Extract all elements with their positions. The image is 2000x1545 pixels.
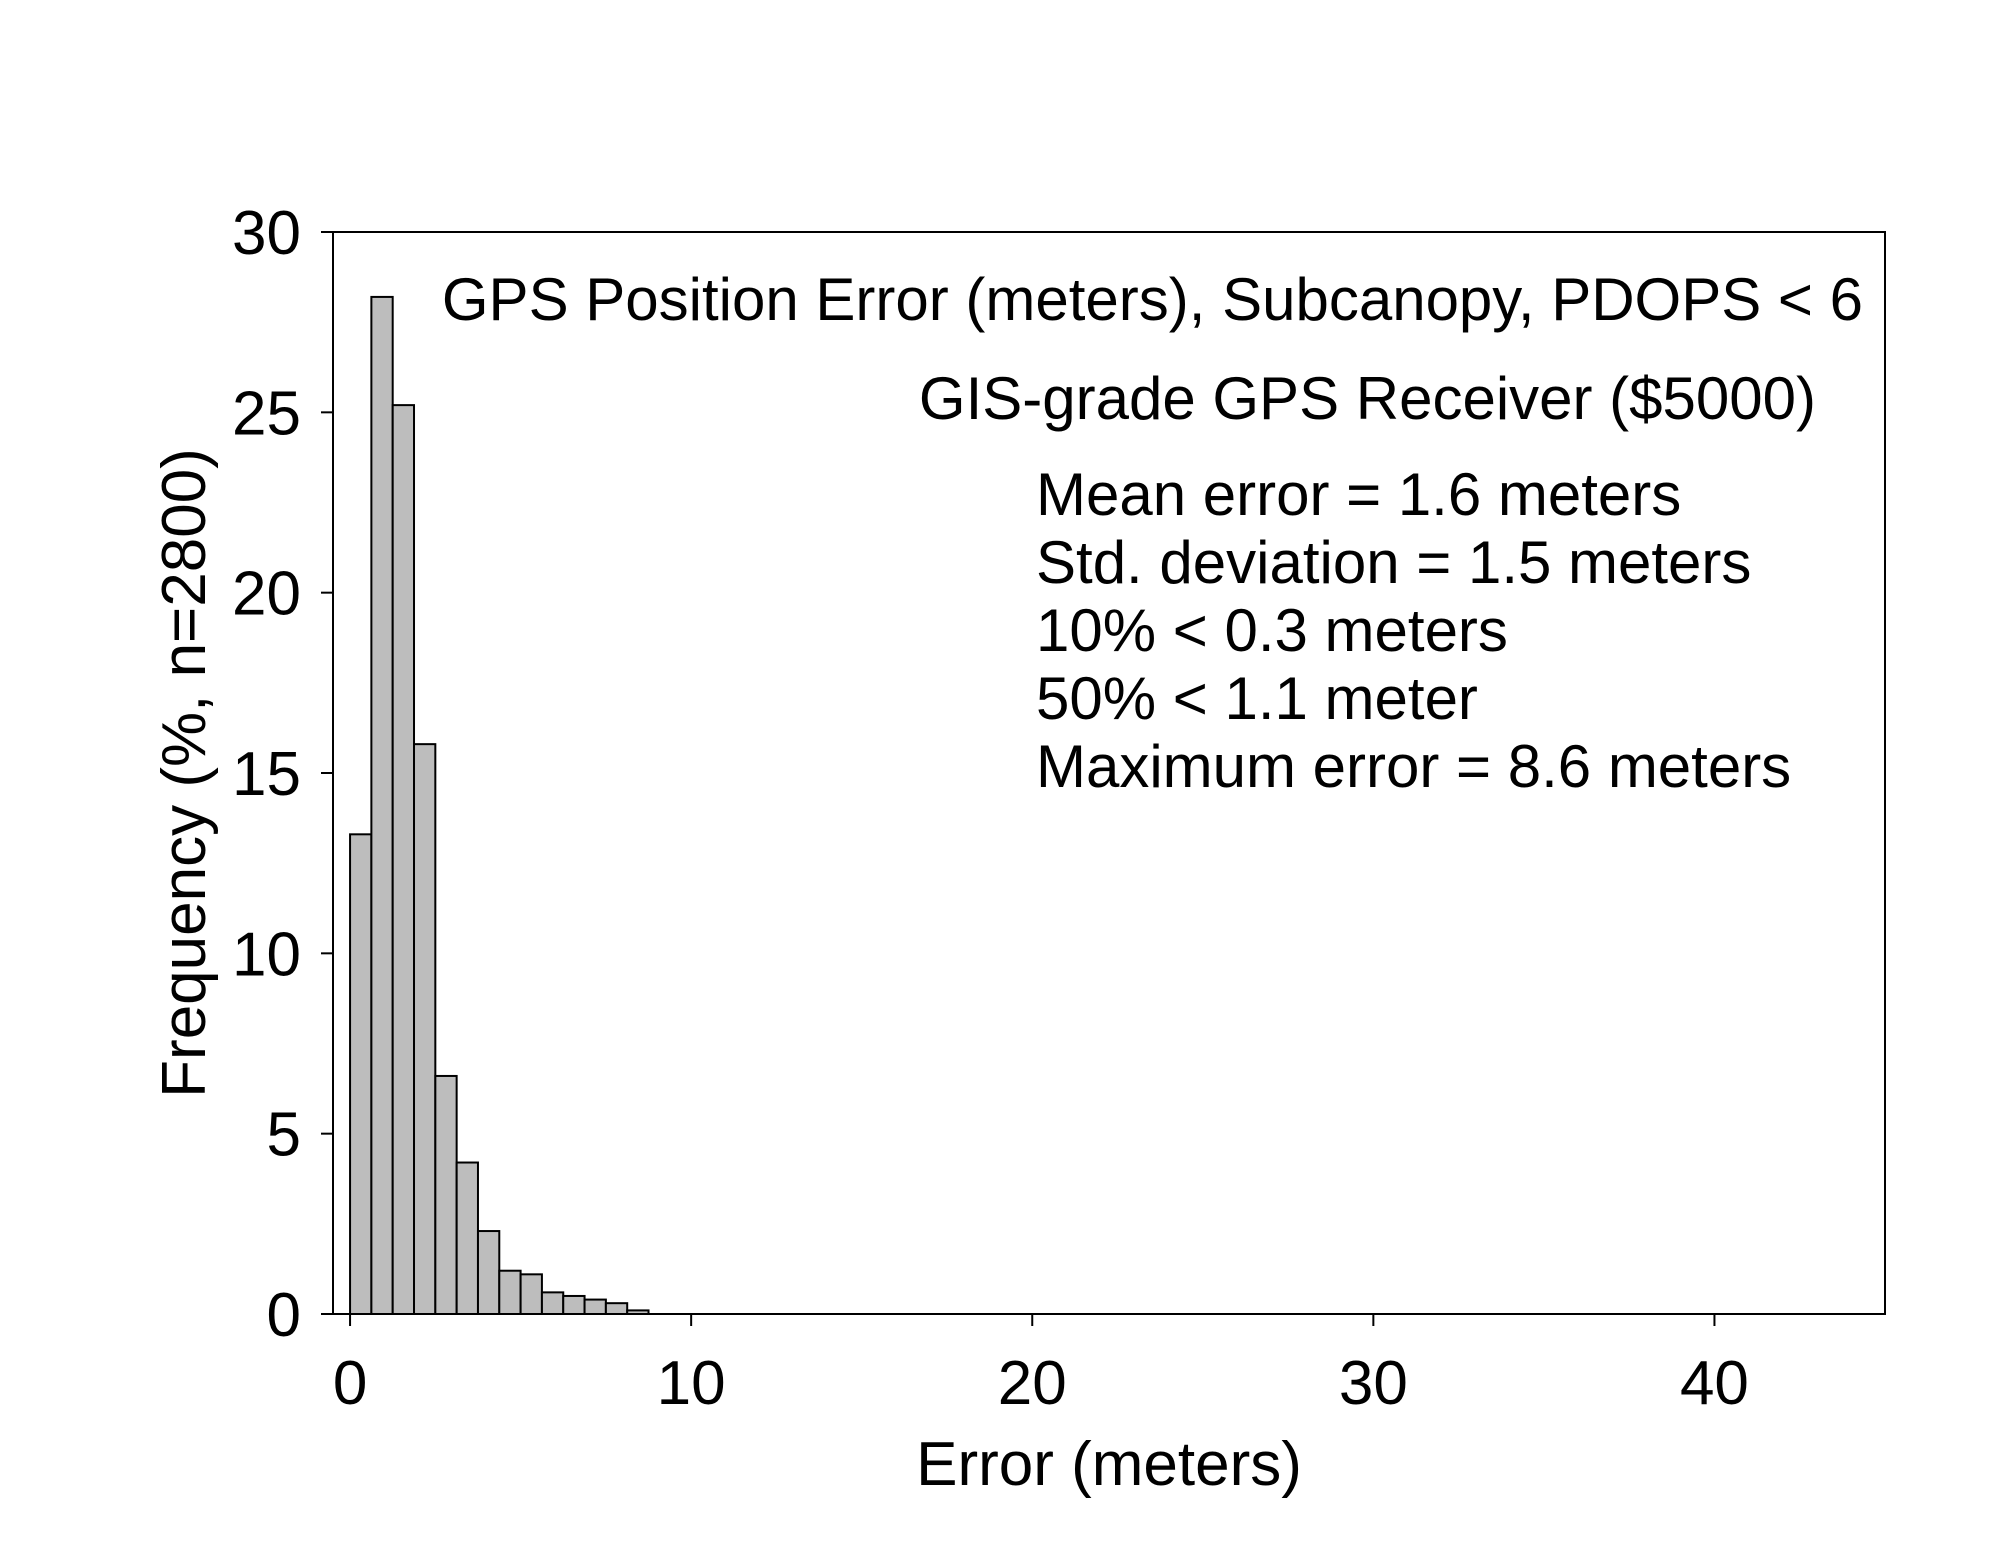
- histogram-bar-2: [391, 404, 416, 1315]
- annotation-receiver: GIS-grade GPS Receiver ($5000): [919, 365, 1816, 432]
- annotation-max: Maximum error = 8.6 meters: [1036, 733, 1791, 800]
- histogram-bar-12: [604, 1302, 629, 1316]
- y-axis: 0 5 10 15 20 25 30: [232, 199, 333, 1350]
- histogram-bar-5: [455, 1161, 479, 1316]
- annotation-title: GPS Position Error (meters), Subcanopy, …: [442, 266, 1863, 333]
- annotation-mean: Mean error = 1.6 meters: [1036, 461, 1681, 528]
- x-tick-label-2: 20: [998, 1349, 1067, 1418]
- y-tick-label-0: 0: [267, 1281, 301, 1350]
- annotation-p10: 10% < 0.3 meters: [1036, 597, 1508, 664]
- histogram-bar-9: [540, 1291, 565, 1315]
- y-tick-label-1: 5: [267, 1101, 301, 1170]
- histogram-bar-10: [562, 1294, 586, 1316]
- x-tick-label-4: 40: [1680, 1349, 1749, 1418]
- annotation-std: Std. deviation = 1.5 meters: [1036, 529, 1751, 596]
- y-tick-label-2: 10: [232, 920, 301, 989]
- x-axis-title: Error (meters): [916, 1430, 1302, 1499]
- histogram-bar-8: [519, 1273, 543, 1315]
- x-tick-label-3: 30: [1339, 1349, 1408, 1418]
- bars-group: [349, 295, 650, 1316]
- histogram-bar-0: [349, 833, 373, 1316]
- histogram-bar-4: [434, 1074, 458, 1315]
- y-axis-title: Frequency (%, n=2800): [150, 448, 219, 1098]
- x-tick-label-1: 10: [657, 1349, 726, 1418]
- annotation-p50: 50% < 1.1 meter: [1036, 665, 1478, 732]
- x-tick-label-0: 0: [333, 1349, 367, 1418]
- histogram-bar-6: [476, 1230, 501, 1315]
- y-tick-label-4: 20: [232, 560, 301, 629]
- y-tick-label-3: 15: [232, 740, 301, 809]
- y-tick-label-5: 25: [232, 379, 301, 448]
- y-tick-label-6: 30: [232, 199, 301, 268]
- x-axis: 0 10 20 30 40: [333, 1314, 1749, 1418]
- histogram-bar-7: [498, 1269, 522, 1315]
- histogram-bar-3: [413, 743, 437, 1315]
- histogram-bar-11: [583, 1298, 607, 1316]
- histogram-bar-1: [370, 295, 394, 1316]
